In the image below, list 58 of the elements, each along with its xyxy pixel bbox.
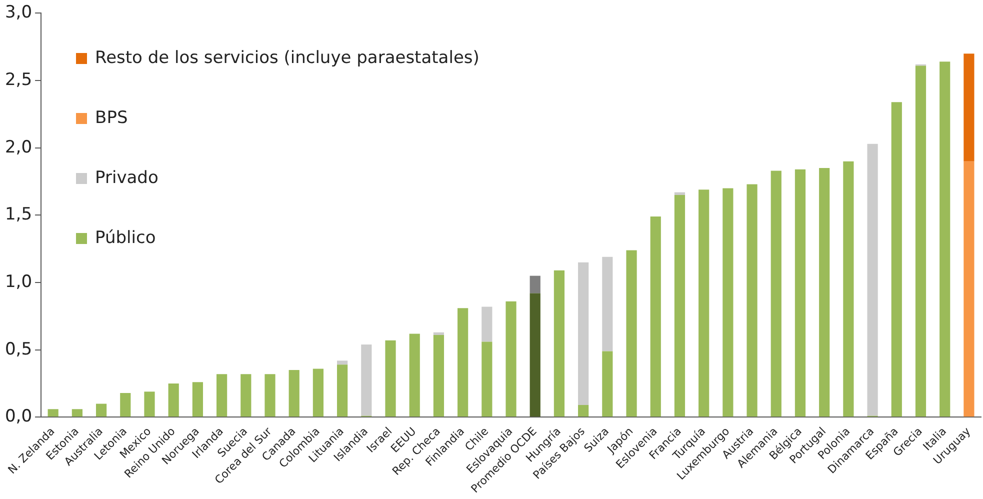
bar xyxy=(168,384,179,417)
legend-label: Privado xyxy=(95,168,158,188)
bar xyxy=(940,62,950,417)
bar xyxy=(578,405,589,417)
bar xyxy=(72,409,82,417)
legend-label: Público xyxy=(95,228,156,248)
bar xyxy=(530,276,540,294)
bar xyxy=(746,184,758,417)
bar xyxy=(288,370,300,417)
bar xyxy=(964,161,974,417)
y-tick-label: 1,0 xyxy=(4,272,32,292)
bar xyxy=(120,392,131,417)
bar xyxy=(312,368,324,417)
bar xyxy=(361,344,372,416)
bar xyxy=(482,342,492,417)
y-tick-label: 1,5 xyxy=(4,204,32,225)
bar xyxy=(530,293,540,417)
bar xyxy=(192,382,203,417)
bar xyxy=(578,262,589,406)
bar xyxy=(48,409,58,417)
bar xyxy=(819,168,830,417)
bar xyxy=(602,256,613,352)
bar xyxy=(891,102,902,417)
bar xyxy=(650,216,661,417)
bar xyxy=(216,374,228,417)
bar xyxy=(867,144,878,416)
bar xyxy=(915,66,926,417)
bar xyxy=(264,374,276,417)
bar xyxy=(626,250,637,417)
bar xyxy=(458,308,468,417)
bar xyxy=(794,169,806,417)
bar xyxy=(144,392,155,417)
bar xyxy=(843,161,854,417)
y-tick-label: 3,0 xyxy=(4,2,32,23)
bar xyxy=(554,270,565,417)
bar xyxy=(96,404,107,417)
bar xyxy=(602,351,613,417)
y-tick-label: 2,5 xyxy=(4,70,32,90)
bar xyxy=(482,306,492,342)
y-tick-label: 0,5 xyxy=(4,339,32,360)
y-tick-label: 2,0 xyxy=(4,137,32,158)
bar xyxy=(964,54,974,162)
bar xyxy=(385,340,396,417)
bar xyxy=(433,332,444,336)
legend-label: BPS xyxy=(95,108,128,128)
legend-label: Resto de los servicios (incluye paraestatales) xyxy=(95,48,480,68)
bar xyxy=(506,301,516,417)
y-tick-label: 0,0 xyxy=(4,406,32,427)
bar xyxy=(240,374,252,417)
bar xyxy=(409,334,420,417)
bar xyxy=(337,364,348,417)
bar xyxy=(770,170,782,417)
bar xyxy=(337,360,348,365)
bar xyxy=(722,188,734,417)
bar xyxy=(674,194,686,417)
bar xyxy=(698,190,710,417)
bar xyxy=(433,335,444,417)
bar xyxy=(674,192,686,195)
